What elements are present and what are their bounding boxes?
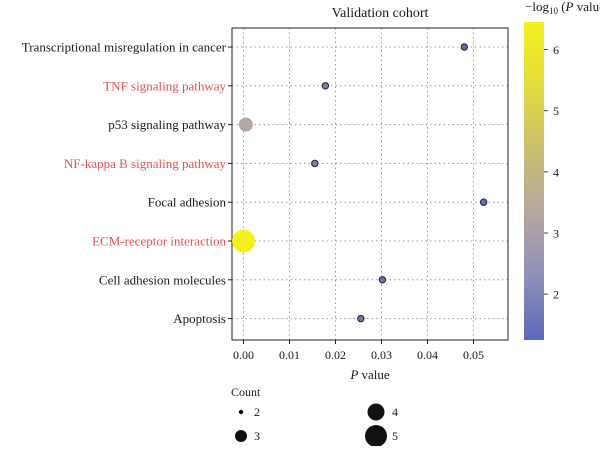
x-tick-label: 0.02 [325, 348, 346, 362]
size-legend-marker [238, 409, 244, 415]
y-axis-labels: Transcriptional misregulation in cancer T… [22, 40, 227, 327]
colorbar-tick-label: 6 [553, 43, 559, 57]
x-axis-label: P value [349, 367, 390, 382]
colorbar-tick-label: 2 [553, 288, 559, 302]
data-point [321, 82, 330, 90]
data-point [232, 229, 256, 253]
size-legend-label: 4 [392, 405, 398, 419]
y-tick-label: Cell adhesion molecules [99, 272, 226, 287]
x-axis: 0.00 0.01 0.02 0.03 0.04 0.05 [233, 340, 484, 362]
x-tick-label: 0.05 [463, 348, 484, 362]
colorbar [524, 22, 544, 340]
data-point [378, 276, 387, 284]
x-tick-label: 0.00 [233, 348, 254, 362]
x-tick-label: 0.01 [279, 348, 300, 362]
x-tick-label: 0.03 [371, 348, 392, 362]
size-legend-marker [367, 403, 385, 421]
colorbar-ticks: 2 3 4 5 6 [544, 43, 559, 302]
y-tick-label: p53 signaling pathway [108, 117, 226, 132]
y-tick-label: ECM-receptor interaction [92, 234, 226, 249]
data-point [479, 198, 488, 206]
colorbar-tick-label: 5 [553, 104, 559, 118]
y-tick-label: TNF signaling pathway [103, 78, 226, 93]
colorbar-tick-label: 4 [553, 165, 559, 179]
data-point [238, 117, 253, 132]
y-tick-label: Focal adhesion [148, 195, 227, 210]
y-axis-ticks [228, 46, 232, 320]
data-points [232, 43, 488, 323]
size-legend-label: 2 [254, 405, 260, 419]
grid-lines [232, 28, 508, 340]
colorbar-tick-label: 3 [553, 226, 559, 240]
chart-title: Validation cohort [332, 6, 429, 21]
size-legend-label: 5 [392, 429, 398, 443]
x-tick-label: 0.04 [417, 348, 438, 362]
data-point [460, 43, 468, 51]
y-tick-label: NF-kappa B signaling pathway [64, 156, 227, 171]
colorbar-title: −log10 (P value) [525, 0, 600, 16]
size-legend-label: 3 [254, 429, 260, 443]
y-tick-label: Transcriptional misregulation in cancer [22, 40, 227, 55]
data-point [311, 159, 319, 168]
size-legend-marker [235, 430, 247, 442]
size-legend-title: Count [231, 385, 261, 399]
size-legend-marker [365, 425, 387, 447]
size-legend: 2 3 4 5 [235, 403, 398, 447]
y-tick-label: Apoptosis [173, 311, 226, 326]
data-point [357, 314, 365, 323]
plot-frame [231, 27, 509, 341]
